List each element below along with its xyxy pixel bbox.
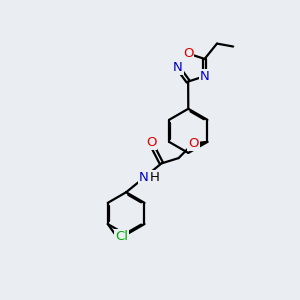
Text: N: N <box>173 61 183 74</box>
Text: N: N <box>200 70 209 83</box>
Text: O: O <box>183 47 194 60</box>
Text: H: H <box>150 171 160 184</box>
Text: Cl: Cl <box>115 230 128 243</box>
Text: O: O <box>188 137 199 150</box>
Text: N: N <box>139 171 149 184</box>
Text: O: O <box>146 136 156 149</box>
